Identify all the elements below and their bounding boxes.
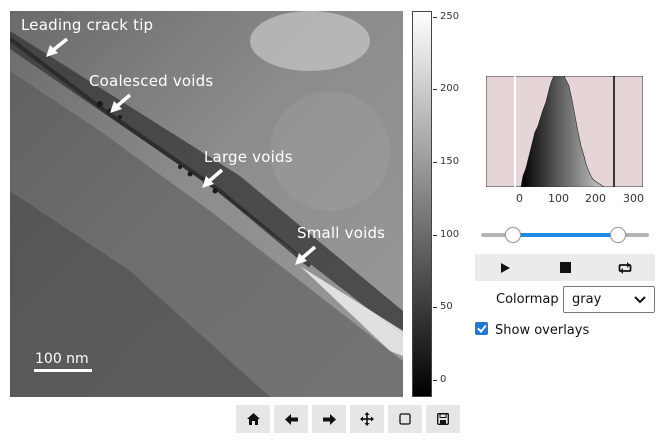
slider-low-handle[interactable] [505, 227, 521, 243]
navigation-toolbar [236, 405, 460, 433]
colorbar [412, 11, 432, 397]
histogram-xtick-100: 100 [548, 192, 569, 205]
slider-high-handle[interactable] [610, 227, 626, 243]
checkmark-icon [476, 324, 487, 333]
contrast-range-slider[interactable] [481, 224, 649, 246]
colormap-select[interactable]: gray [563, 286, 655, 313]
zoom-rect-button[interactable] [388, 405, 422, 433]
annotation-large-voids: Large voids [204, 148, 293, 166]
histogram-bars [520, 76, 605, 187]
home-icon [246, 413, 260, 425]
colorbar-label-200: 200 [440, 83, 460, 94]
colorbar-label-250: 250 [440, 11, 460, 22]
histogram-xtick-0: 0 [516, 192, 523, 205]
slider-fill [512, 233, 617, 237]
show-overlays-label[interactable]: Show overlays [495, 323, 590, 338]
play-button[interactable] [475, 254, 535, 281]
annotation-leading-crack-tip: Leading crack tip [21, 16, 154, 34]
scale-bar-label: 100 nm [35, 351, 89, 367]
scale-bar [34, 369, 92, 372]
show-overlays-checkbox[interactable] [475, 322, 488, 335]
colorbar-tick [433, 380, 437, 381]
forward-button[interactable] [312, 405, 346, 433]
stop-icon [559, 262, 571, 273]
colorbar-label-0: 0 [440, 374, 447, 385]
colorbar-label-50: 50 [440, 301, 453, 312]
pan-icon [360, 412, 374, 426]
play-icon [501, 262, 510, 273]
pan-button[interactable] [350, 405, 384, 433]
colorbar-tick [433, 307, 437, 308]
home-button[interactable] [236, 405, 270, 433]
back-arrow-icon [284, 413, 298, 425]
save-icon [437, 413, 449, 425]
zoom-rect-icon [399, 413, 411, 425]
annotation-coalesced-voids: Coalesced voids [89, 72, 214, 90]
micrograph-image[interactable]: Leading crack tip Coalesced voids Large … [10, 11, 403, 397]
chevron-down-icon [634, 296, 646, 304]
histogram-plot [486, 76, 643, 187]
colorbar-label-150: 150 [440, 156, 460, 167]
colorbar-tick [433, 235, 437, 236]
colormap-selected-value: gray [572, 292, 602, 307]
loop-icon [618, 261, 632, 274]
save-button[interactable] [426, 405, 460, 433]
histogram-xtick-300: 300 [623, 192, 644, 205]
loop-button[interactable] [595, 254, 655, 281]
micrograph-canvas [10, 11, 403, 397]
intensity-histogram[interactable] [486, 76, 643, 187]
annotation-small-voids: Small voids [297, 224, 386, 242]
stop-button[interactable] [535, 254, 595, 281]
forward-arrow-icon [322, 413, 336, 425]
colorbar-tick [433, 17, 437, 18]
colorbar-tick [433, 89, 437, 90]
back-button[interactable] [274, 405, 308, 433]
histogram-xtick-200: 200 [585, 192, 606, 205]
colorbar-label-100: 100 [440, 229, 460, 240]
colormap-label: Colormap [496, 292, 559, 307]
playback-controls [475, 254, 655, 281]
colorbar-tick [433, 162, 437, 163]
